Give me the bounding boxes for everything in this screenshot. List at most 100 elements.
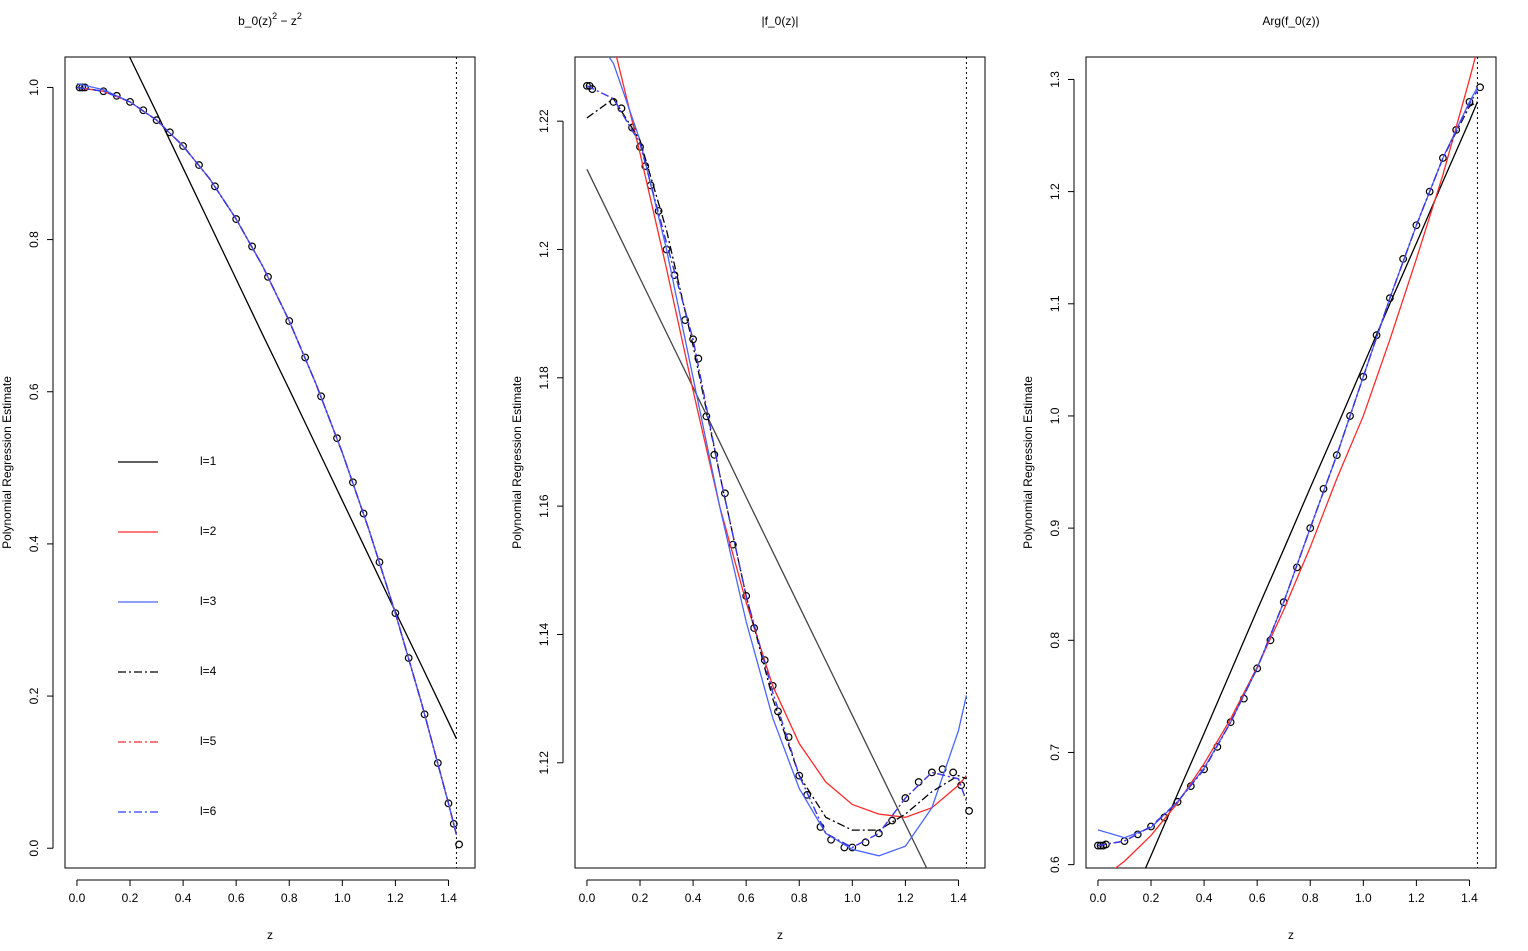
data-point	[1120, 837, 1129, 845]
data-point	[1385, 294, 1394, 303]
plot-area	[1094, 57, 1484, 868]
y-tick-label: 1.14	[537, 622, 551, 646]
legend-label: l=3	[200, 594, 217, 608]
y-tick-label: 0.6	[1048, 856, 1062, 873]
x-tick-label: 0.2	[122, 891, 139, 905]
data-point	[760, 656, 769, 665]
title-part: − z	[277, 14, 297, 28]
title-part: b_0(z)	[238, 14, 272, 28]
title-part: Arg(f_0(z))	[1262, 14, 1319, 28]
data-point	[965, 806, 973, 815]
data-point	[420, 710, 429, 719]
data-point	[795, 771, 804, 780]
y-tick-label: 1.2	[1048, 183, 1062, 200]
y-axis-title: Polynomial Regression Estimate	[0, 376, 14, 549]
y-tick-label: 1.0	[1048, 407, 1062, 424]
fit-line	[76, 86, 458, 835]
x-tick-label: 0.8	[281, 891, 298, 905]
data-point	[901, 794, 910, 802]
x-tick-label: 0.8	[1302, 891, 1319, 905]
data-point	[301, 353, 310, 362]
x-tick-label: 0.4	[1196, 891, 1213, 905]
x-tick-label: 0.6	[228, 891, 245, 905]
x-tick-label: 0.4	[175, 891, 192, 905]
legend-label: l=4	[200, 664, 217, 678]
y-tick-label: 0.6	[27, 383, 41, 400]
x-tick-label: 1.4	[950, 891, 967, 905]
data-point	[333, 434, 341, 443]
data-point	[444, 799, 453, 808]
x-tick-label: 0.6	[738, 891, 755, 905]
fit-line	[1114, 57, 1477, 868]
chart-title: Arg(f_0(z))	[1262, 14, 1319, 28]
legend-label: l=2	[200, 524, 217, 538]
plot-frame	[574, 56, 986, 869]
data-point	[455, 840, 463, 849]
y-tick-label: 1.2	[537, 241, 551, 258]
x-tick-label: 0.6	[1249, 891, 1266, 905]
x-tick-label: 1.2	[1408, 891, 1425, 905]
data-point	[1096, 841, 1105, 850]
data-point	[81, 83, 89, 92]
data-point	[211, 182, 219, 191]
fit-line	[76, 86, 458, 835]
y-tick-label: 1.22	[537, 109, 551, 133]
y-tick-label: 1.1	[1048, 295, 1062, 312]
fit-line	[586, 97, 967, 831]
plot-frame	[64, 56, 476, 869]
x-axis-title: z	[777, 928, 783, 942]
fit-line	[1097, 86, 1478, 839]
chart-title: b_0(z)2 − z2	[238, 11, 302, 28]
fit-line	[1097, 90, 1478, 847]
data-point	[139, 106, 148, 115]
x-tick-label: 1.0	[844, 891, 861, 905]
plot-area	[583, 57, 973, 868]
data-point	[588, 85, 597, 93]
fit-line	[128, 57, 458, 739]
y-tick-label: 0.4	[27, 535, 41, 552]
y-tick-label: 1.3	[1048, 71, 1062, 88]
x-tick-label: 1.2	[897, 891, 914, 905]
x-tick-label: 1.4	[1461, 891, 1478, 905]
y-tick-label: 1.18	[537, 366, 551, 390]
y-axis-title: Polynomial Regression Estimate	[1021, 376, 1035, 549]
data-point	[391, 609, 400, 618]
data-point	[449, 819, 458, 828]
x-axis-title: z	[1288, 928, 1294, 942]
data-point	[949, 768, 958, 777]
x-tick-label: 0.0	[69, 891, 86, 905]
data-point	[1359, 372, 1368, 381]
x-tick-label: 1.0	[334, 891, 351, 905]
data-point	[126, 97, 134, 106]
legend-label: l=5	[200, 734, 217, 748]
data-point	[195, 161, 203, 169]
x-tick-label: 0.2	[1143, 891, 1160, 905]
title-part: 2	[297, 11, 302, 21]
data-point	[1346, 412, 1354, 420]
fit-line	[76, 86, 458, 835]
y-axis-title: Polynomial Regression Estimate	[510, 376, 524, 549]
data-point	[359, 509, 368, 518]
y-tick-label: 1.12	[537, 751, 551, 775]
data-point	[928, 768, 936, 777]
data-point	[1439, 154, 1447, 162]
data-point	[1425, 187, 1434, 196]
data-point	[702, 412, 711, 421]
y-tick-label: 0.2	[27, 687, 41, 704]
title-part: |f_0(z)|	[762, 14, 799, 28]
data-point	[179, 142, 187, 150]
y-tick-label: 0.8	[1048, 632, 1062, 649]
fit-line	[1097, 90, 1478, 847]
data-point	[375, 558, 384, 567]
data-point	[1147, 822, 1155, 831]
data-point	[689, 335, 697, 344]
data-point	[264, 272, 272, 281]
data-point	[404, 654, 413, 662]
fit-line	[615, 57, 967, 818]
data-point	[1266, 636, 1275, 645]
data-point	[914, 778, 923, 786]
title-part: 2	[272, 11, 277, 21]
fit-line	[76, 86, 458, 835]
data-point	[317, 392, 325, 401]
